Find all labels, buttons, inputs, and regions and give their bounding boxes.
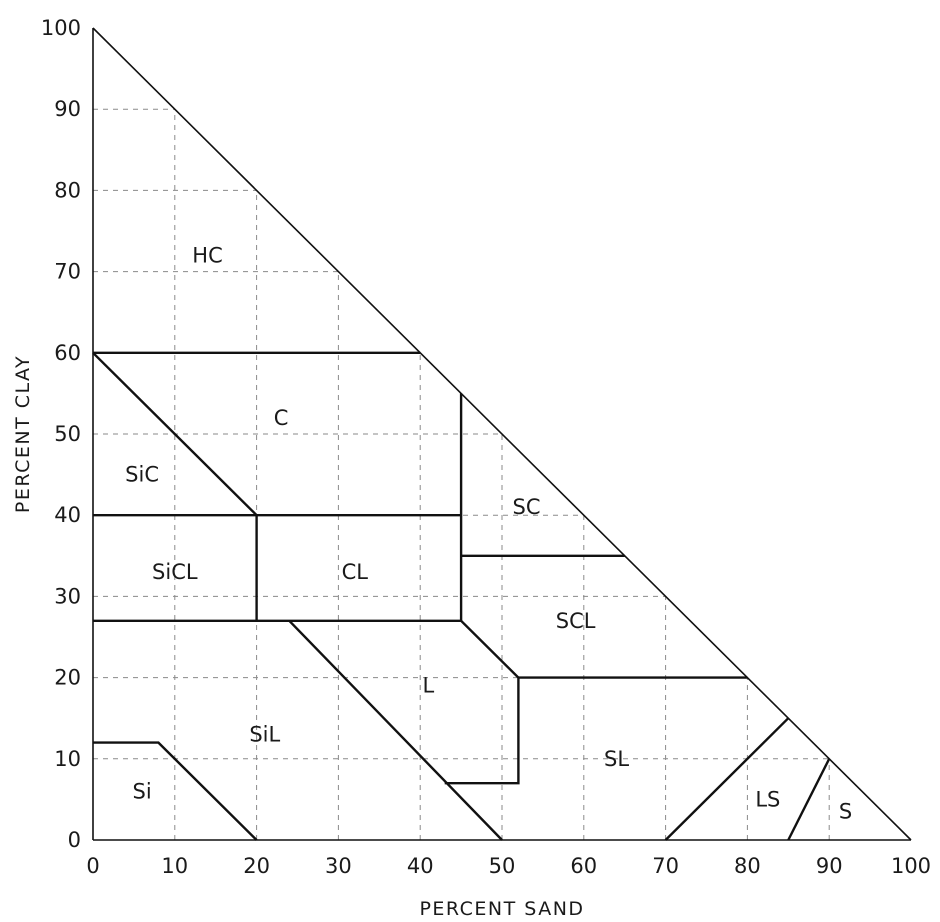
y-tick-label: 10 [54,747,81,771]
x-tick-label: 50 [489,854,516,878]
y-tick-label: 0 [68,828,81,852]
region-label-cl: CL [342,560,369,584]
x-tick-label: 30 [325,854,352,878]
region-label-s: S [839,800,852,824]
region-labels: HC C SiC SiCL CL SC SCL L SiL SL Si LS S [125,243,852,823]
x-tick-label: 0 [86,854,99,878]
x-tick-label: 100 [891,854,931,878]
region-label-sl: SL [604,747,629,771]
boundary-line-2 [92,351,258,517]
region-label-hc: HC [192,243,222,267]
region-label-c: C [274,406,289,430]
x-tick-label: 10 [161,854,188,878]
boundary-line-10 [93,741,258,841]
y-tick-label: 40 [54,503,81,527]
region-label-si: Si [132,779,151,803]
x-tick-label: 20 [243,854,270,878]
y-tick-label: 100 [41,16,81,40]
hypotenuse-line [92,27,912,841]
region-label-sc: SC [513,495,541,519]
boundary-line-12 [787,758,831,841]
boundary-line-8 [288,619,503,841]
region-label-l: L [423,674,435,698]
y-tick-label: 90 [54,97,81,121]
y-tick-label: 20 [54,666,81,690]
region-label-sic: SiC [125,463,159,487]
x-tick-label: 40 [407,854,434,878]
region-label-scl: SCL [556,609,596,633]
y-tick-label: 80 [54,178,81,202]
x-tick-label: 70 [652,854,679,878]
x-tick-label: 80 [734,854,761,878]
region-label-sil: SiL [249,722,280,746]
tick-labels: 0 10 20 30 40 50 60 70 80 90 100 0 10 20 30 40 50 60 70 80 9… [41,16,931,878]
boundary-line-11 [664,717,790,841]
region-label-ls: LS [755,787,780,811]
x-tick-label: 90 [816,854,843,878]
region-label-sicl: SiCL [152,560,198,584]
y-tick-label: 50 [54,422,81,446]
y-tick-label: 30 [54,584,81,608]
class-boundaries [92,351,831,841]
x-axis-title: PERCENT SAND [419,898,584,920]
y-tick-label: 70 [54,260,81,284]
x-tick-label: 60 [570,854,597,878]
y-axis-title: PERCENT CLAY [12,355,34,513]
y-tick-label: 60 [54,341,81,365]
